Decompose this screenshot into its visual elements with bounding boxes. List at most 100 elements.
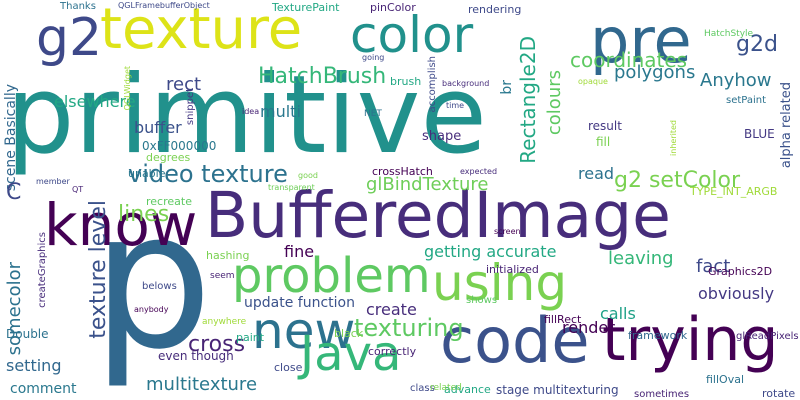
word: fact — [696, 256, 731, 277]
word: read — [578, 164, 615, 183]
word: elsewhere — [54, 92, 136, 111]
word: Graphics2D — [708, 265, 773, 278]
word: calls — [600, 304, 636, 323]
word: using — [432, 254, 568, 312]
word: setPaint — [726, 95, 767, 106]
word: trying — [602, 305, 779, 375]
word: NET — [364, 109, 382, 119]
word: lines — [118, 202, 170, 227]
word: somecolor — [4, 262, 25, 356]
word: glReadPixels — [736, 331, 799, 342]
word: paint — [236, 331, 265, 344]
word: Rectangle2D — [516, 36, 540, 164]
word: rendering — [468, 3, 522, 16]
word: render — [562, 318, 615, 337]
word: Thanks — [60, 1, 96, 12]
word: recreate — [146, 195, 192, 208]
word: seem — [210, 271, 235, 281]
word: TYPE_INT_ARGB — [690, 185, 778, 198]
word: rect — [166, 74, 202, 95]
word: even though — [158, 349, 234, 363]
word: transparent — [268, 183, 315, 192]
word: idea — [242, 107, 260, 116]
word: degrees — [146, 151, 191, 164]
word: glBindTexture — [366, 174, 489, 195]
word: g2 setColor — [614, 168, 741, 193]
word: Double — [6, 327, 49, 341]
word: shape — [422, 129, 462, 144]
word: pre — [590, 4, 692, 77]
word: accomplish — [427, 56, 438, 113]
word: black — [334, 327, 364, 340]
word: member — [36, 177, 70, 186]
word: texture level — [86, 200, 111, 339]
word: HatchBrush — [258, 64, 387, 89]
word: multitexture — [146, 374, 258, 395]
word: scene Basically — [3, 84, 19, 192]
word: unable — [128, 167, 166, 180]
word: video texture — [128, 160, 288, 188]
word: result — [588, 119, 622, 133]
word: new — [252, 302, 356, 360]
word: background — [442, 79, 490, 88]
word: going — [362, 53, 385, 62]
word: good — [298, 171, 318, 180]
word: texture — [100, 0, 303, 62]
word: pinColor — [370, 1, 416, 14]
word: 0xFF000000 — [142, 139, 217, 153]
word: buffer — [134, 118, 182, 137]
word: snippet — [185, 88, 196, 126]
word: stage multitexturing — [496, 383, 619, 397]
word: comment — [10, 381, 77, 397]
word: obviously — [698, 284, 775, 303]
word: crossHatch — [372, 165, 433, 178]
word: update function — [244, 295, 355, 311]
word: primitive — [6, 53, 487, 178]
word: BufferedImage — [205, 179, 671, 252]
word: class — [410, 383, 435, 394]
word: colours — [544, 70, 565, 136]
word: texturing — [354, 314, 464, 342]
word: coordinates — [570, 48, 688, 72]
word: screen — [494, 227, 521, 236]
word: problem — [232, 248, 431, 304]
word: opaque — [578, 77, 608, 86]
word: time — [446, 101, 465, 110]
word: fill — [596, 135, 611, 149]
word: advance — [444, 383, 491, 396]
word: brush — [390, 75, 422, 88]
word: Java — [300, 326, 402, 382]
word: cross — [188, 332, 246, 357]
word: createGraphics — [37, 232, 48, 308]
word: framework — [628, 329, 688, 342]
word: p — [92, 170, 213, 391]
word: setting — [6, 356, 62, 375]
word: br — [499, 80, 515, 95]
word: polygons — [614, 62, 696, 83]
word: g2 — [36, 8, 103, 68]
word: HatchStyle — [704, 29, 754, 39]
word: C — [6, 180, 22, 205]
word: hashing — [206, 249, 250, 262]
word: initialized — [486, 263, 539, 276]
word: alpha related — [779, 82, 794, 169]
word: code — [440, 304, 590, 377]
word: anywhere — [202, 317, 247, 327]
word: multi — [260, 102, 301, 121]
word: g2d — [736, 32, 778, 57]
word: BLUE — [744, 127, 775, 141]
word: create — [366, 300, 417, 319]
word: QGLFramebufferObject — [118, 1, 210, 10]
word: belows — [142, 281, 177, 292]
word: leaving — [608, 248, 674, 269]
word: rotate — [762, 387, 796, 400]
word: getting accurate — [424, 242, 557, 261]
word: sometimes — [634, 389, 690, 400]
word: expected — [460, 167, 498, 176]
word: color — [350, 6, 474, 64]
word: anybody — [134, 305, 169, 314]
word: fillRect — [544, 313, 582, 326]
word: inherited — [669, 120, 678, 156]
word: correctly — [368, 345, 417, 358]
